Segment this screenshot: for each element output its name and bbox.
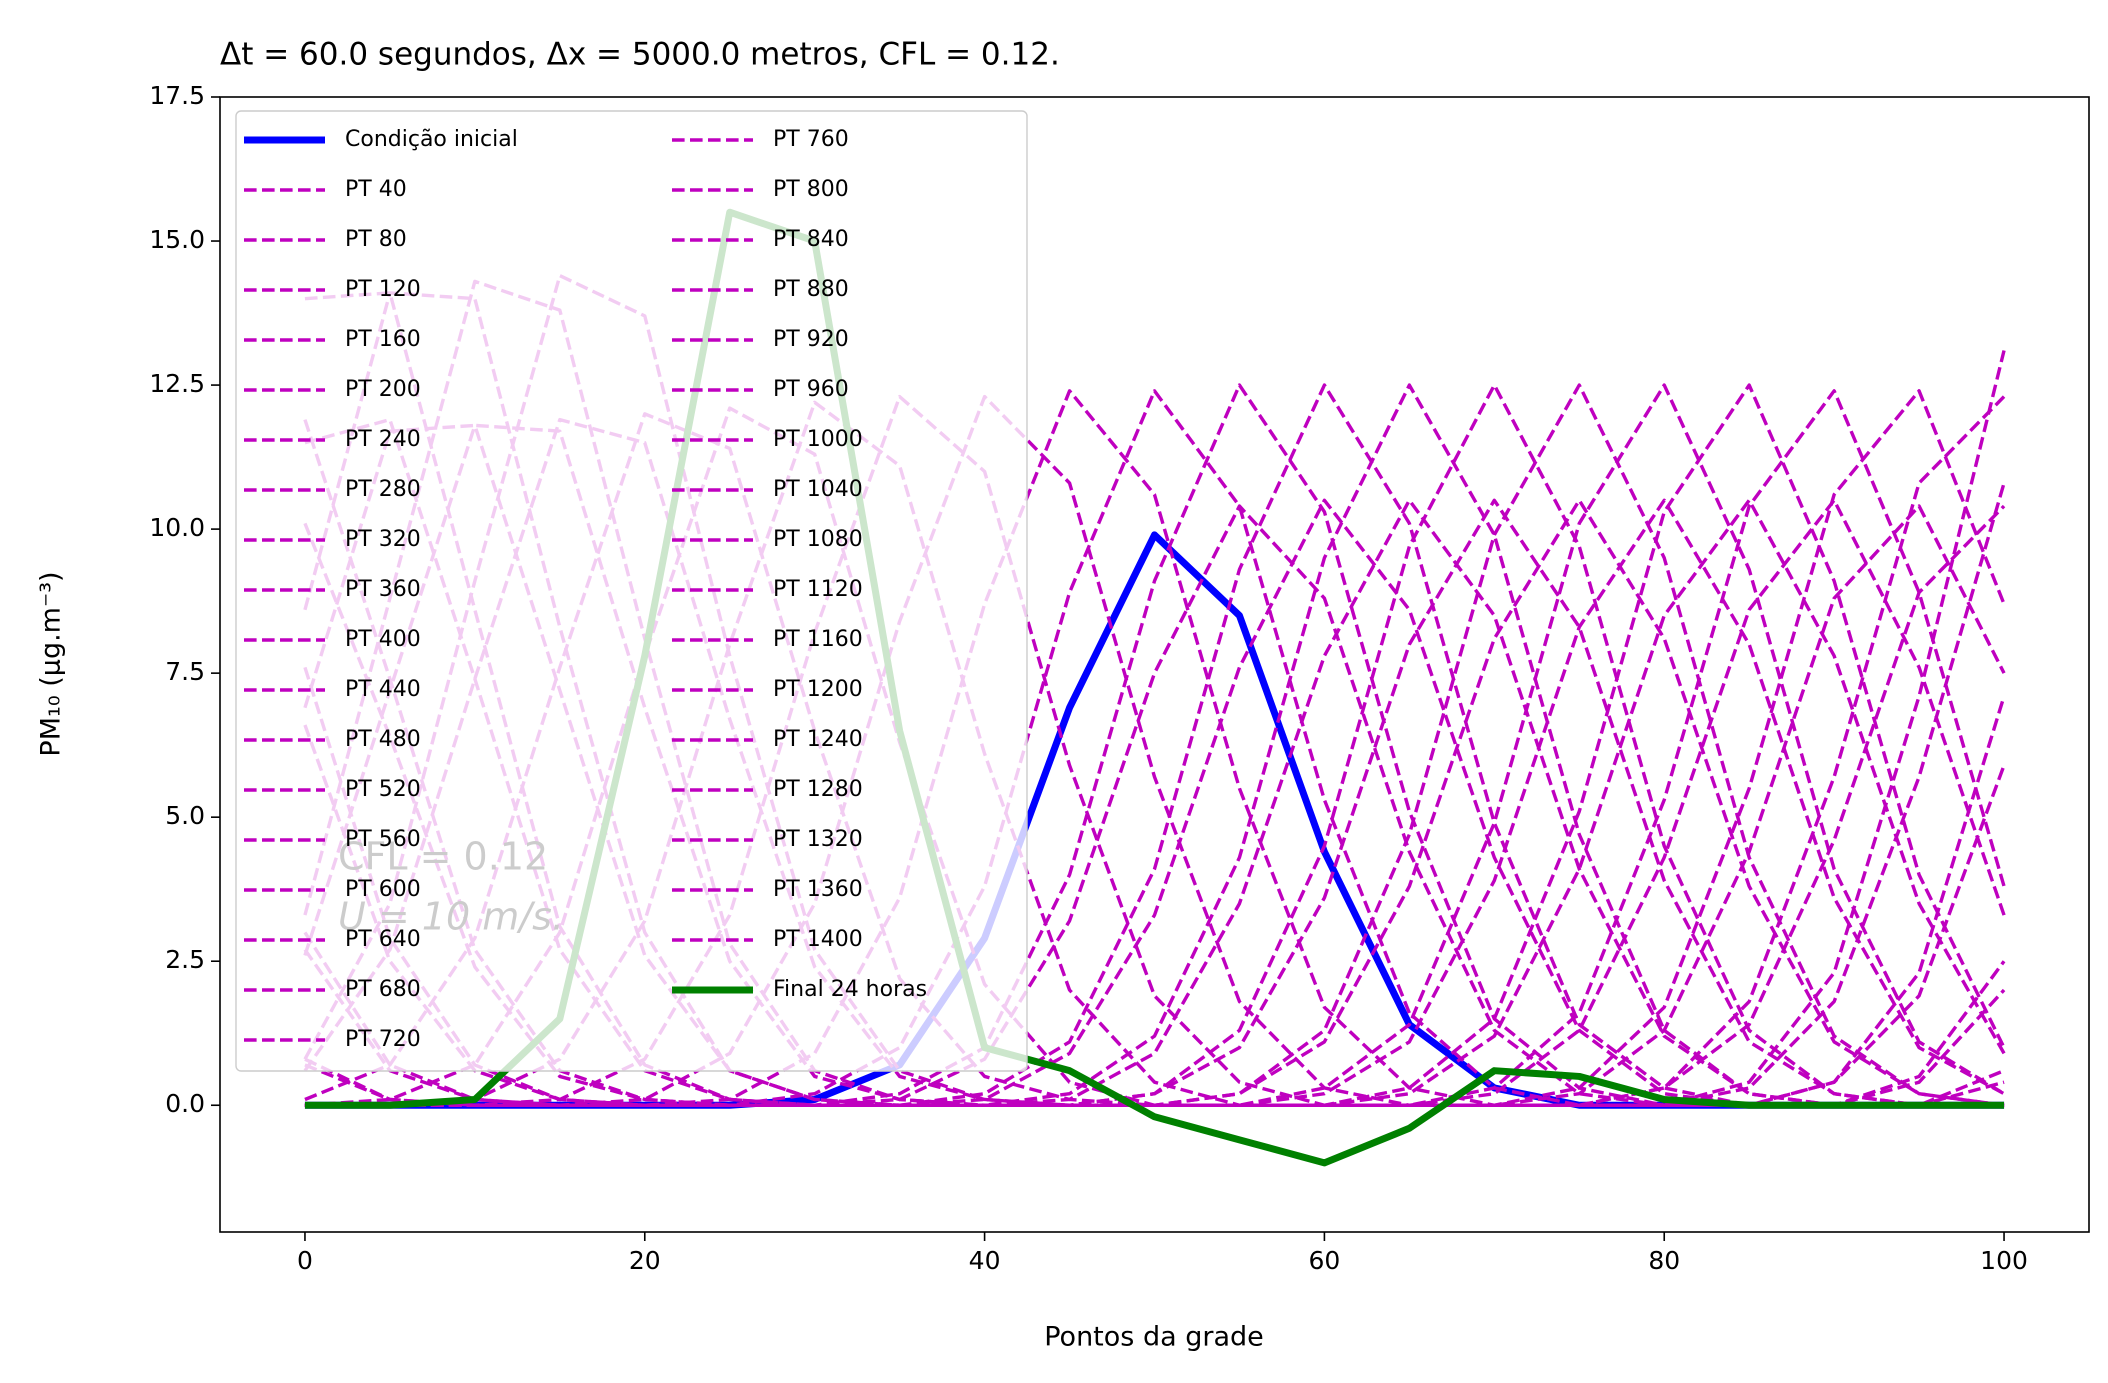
- legend-label: PT 920: [773, 327, 849, 352]
- x-axis-label: Pontos da grade: [1044, 1322, 1264, 1353]
- legend-label: PT 880: [773, 277, 849, 302]
- legend-label: PT 760: [773, 127, 849, 152]
- y-tick-label: 2.5: [165, 945, 205, 974]
- legend-label: PT 1320: [773, 827, 863, 852]
- x-tick-label: 20: [629, 1246, 661, 1275]
- legend-label: PT 1400: [773, 927, 863, 952]
- axes-frame: [219, 96, 2090, 1233]
- legend-label: PT 600: [345, 877, 421, 902]
- legend-label: PT 280: [345, 477, 421, 502]
- y-tick-label: 12.5: [149, 369, 205, 398]
- series-line: [304, 383, 2005, 1107]
- series-line: [304, 389, 2005, 1107]
- legend-label: PT 200: [345, 377, 421, 402]
- x-tick-label: 40: [969, 1246, 1001, 1275]
- legend-label: PT 320: [345, 527, 421, 552]
- legend-label: PT 440: [345, 677, 421, 702]
- series-line: [304, 383, 2005, 1107]
- legend-label: PT 520: [345, 777, 421, 802]
- legend-label: PT 120: [345, 277, 421, 302]
- legend-label: PT 400: [345, 627, 421, 652]
- legend-label: PT 1080: [773, 527, 863, 552]
- x-tick-label: 80: [1648, 1246, 1680, 1275]
- legend-label: PT 1040: [773, 477, 863, 502]
- x-tick-label: 0: [297, 1246, 313, 1275]
- legend-label: Condição inicial: [345, 127, 518, 152]
- legend-label: PT 1200: [773, 677, 863, 702]
- legend-label: PT 160: [345, 327, 421, 352]
- chart-title: Δt = 60.0 segundos, Δx = 5000.0 metros, …: [220, 37, 1060, 73]
- legend-label: PT 1280: [773, 777, 863, 802]
- legend-label: PT 80: [345, 227, 407, 252]
- legend-label: PT 1360: [773, 877, 863, 902]
- legend-label: PT 40: [345, 177, 407, 202]
- x-tick-label: 60: [1309, 1246, 1341, 1275]
- legend-label: PT 1240: [773, 727, 863, 752]
- legend-label: PT 680: [345, 977, 421, 1002]
- legend-label: PT 1000: [773, 427, 863, 452]
- legend-label: PT 960: [773, 377, 849, 402]
- series-line: [304, 383, 2005, 1107]
- x-tick-label: 100: [1980, 1246, 2028, 1275]
- legend-label: Final 24 horas: [773, 977, 927, 1002]
- legend-box: [235, 110, 1028, 1072]
- series-line: [303, 273, 2005, 1107]
- legend-label: PT 640: [345, 927, 421, 952]
- legend-label: PT 240: [345, 427, 421, 452]
- y-tick-label: 7.5: [165, 657, 205, 686]
- y-axis-label: PM₁₀ (μg.m⁻³): [36, 571, 67, 756]
- y-tick-label: 10.0: [149, 513, 205, 542]
- overlay: 0 20 40 60 80 100 0.0 2.5 5.0 7.5 10.0 12.5 15.0 17.5…: [149, 81, 2090, 1275]
- y-tick-label: 17.5: [149, 81, 205, 110]
- y-tick-label: 0.0: [165, 1089, 205, 1118]
- legend-label: PT 1120: [773, 577, 863, 602]
- y-tick-label: 15.0: [149, 225, 205, 254]
- legend-label: PT 480: [345, 727, 421, 752]
- legend-label: PT 800: [773, 177, 849, 202]
- legend-label: PT 1160: [773, 627, 863, 652]
- y-tick-label: 5.0: [165, 801, 205, 830]
- legend-label: PT 360: [345, 577, 421, 602]
- legend-label: PT 720: [345, 1027, 421, 1052]
- legend-label: PT 840: [773, 227, 849, 252]
- legend-label: PT 560: [345, 827, 421, 852]
